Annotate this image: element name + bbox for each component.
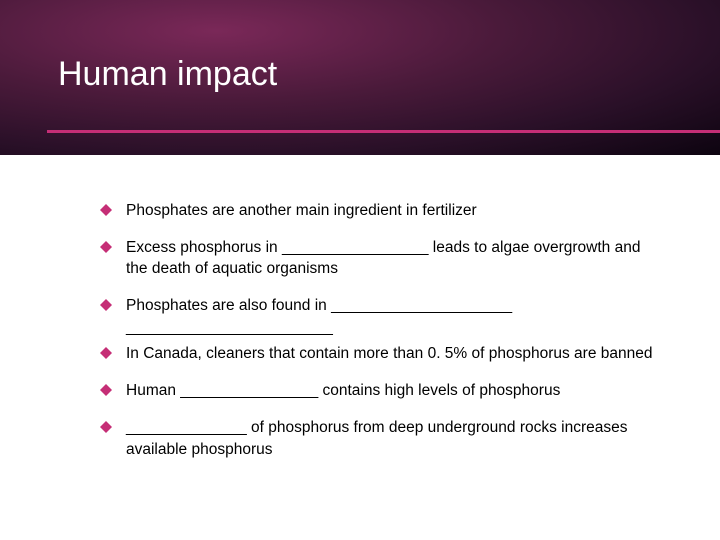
list-item: Human ________________ contains high lev… [100, 380, 660, 402]
list-item-text: ______________ of phosphorus from deep u… [126, 417, 660, 460]
diamond-bullet-icon [100, 204, 112, 216]
diamond-bullet-icon [100, 299, 112, 311]
diamond-bullet-icon [100, 347, 112, 359]
diamond-bullet-icon [100, 421, 112, 433]
header-separator-line [47, 130, 720, 133]
list-item: Phosphates are another main ingredient i… [100, 200, 660, 222]
diamond-bullet-icon [100, 384, 112, 396]
slide-content: Phosphates are another main ingredient i… [0, 155, 720, 495]
list-item-text: Phosphates are another main ingredient i… [126, 200, 477, 222]
list-item-text: Phosphates are also found in ___________… [126, 295, 660, 338]
list-item-text: Excess phosphorus in _________________ l… [126, 237, 660, 280]
list-item: In Canada, cleaners that contain more th… [100, 343, 660, 365]
list-item: ______________ of phosphorus from deep u… [100, 417, 660, 460]
list-item-text: Human ________________ contains high lev… [126, 380, 560, 402]
slide-title: Human impact [58, 55, 277, 94]
diamond-bullet-icon [100, 241, 112, 253]
list-item-text: In Canada, cleaners that contain more th… [126, 343, 653, 365]
slide-header: Human impact [0, 0, 720, 155]
list-item: Phosphates are also found in ___________… [100, 295, 660, 338]
list-item: Excess phosphorus in _________________ l… [100, 237, 660, 280]
